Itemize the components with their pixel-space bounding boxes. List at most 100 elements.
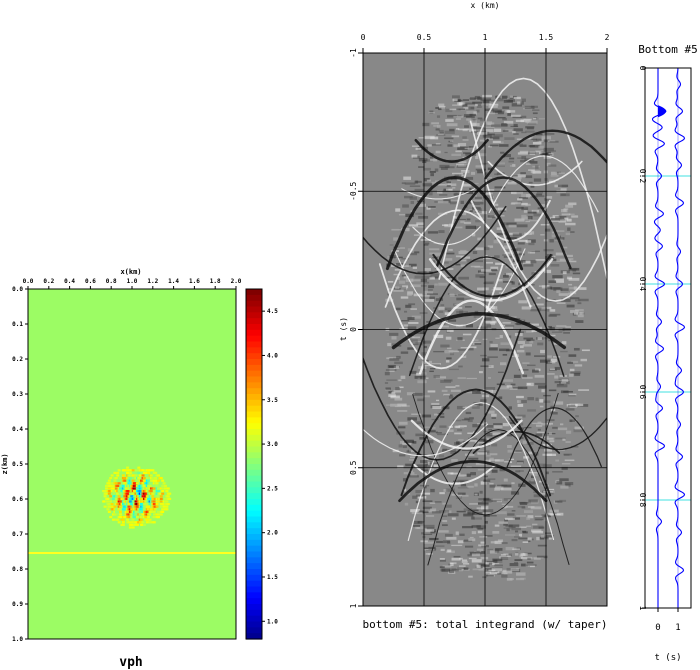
integrand-noise-patch	[520, 101, 524, 105]
integrand-noise-patch	[530, 231, 535, 235]
integrand-noise-patch	[429, 296, 435, 300]
integrand-noise-patch	[547, 373, 555, 375]
integrand-noise-patch	[477, 117, 483, 120]
integrand-noise-patch	[503, 99, 513, 103]
vph-colorbar-cell	[246, 335, 262, 343]
integrand-noise-patch	[479, 162, 488, 165]
integrand-noise-patch	[551, 231, 556, 234]
integrand-noise-patch	[404, 195, 413, 199]
integrand-noise-patch	[401, 258, 410, 260]
integrand-noise-patch	[527, 364, 536, 367]
integrand-noise-patch	[497, 117, 506, 119]
vph-anomaly-cell	[162, 482, 166, 485]
integrand-noise-patch	[521, 506, 526, 509]
integrand-noise-patch	[412, 336, 421, 339]
integrand-noise-patch	[470, 472, 476, 476]
integrand-noise-patch	[533, 525, 544, 529]
integrand-noise-patch	[476, 106, 482, 108]
integrand-noise-patch	[462, 99, 470, 101]
integrand-event	[363, 328, 522, 461]
integrand-noise-patch	[409, 370, 417, 374]
integrand-x-tick-label: 2	[605, 33, 610, 42]
integrand-noise-patch	[529, 219, 538, 222]
vph-anomaly-cell	[114, 482, 118, 485]
vph-colorbar-cell	[246, 504, 262, 512]
integrand-noise-patch	[405, 463, 414, 467]
vph-anomaly-cell	[147, 471, 151, 474]
vph-anomaly-cell	[123, 515, 127, 519]
integrand-x-tick-label: 0.5	[417, 33, 432, 42]
integrand-noise-patch	[547, 286, 553, 290]
integrand-noise-patch	[408, 263, 417, 267]
integrand-noise-patch	[449, 108, 459, 111]
integrand-noise-patch	[468, 146, 476, 150]
integrand-noise-patch	[511, 281, 515, 285]
integrand-noise-patch	[524, 552, 532, 555]
integrand-noise-patch	[414, 225, 425, 228]
integrand-noise-patch	[464, 114, 473, 118]
vph-anomaly-cell	[123, 476, 127, 480]
integrand-noise-patch	[464, 545, 474, 548]
integrand-noise-patch	[462, 103, 468, 107]
integrand-noise-patch	[457, 567, 466, 571]
integrand-noise-patch	[457, 429, 463, 432]
vph-y-tick-label: 0.9	[12, 601, 23, 608]
integrand-noise-patch	[398, 421, 408, 425]
vph-colorbar-cell	[246, 417, 262, 424]
integrand-noise-patch	[482, 125, 486, 128]
vph-anomaly-cell	[127, 505, 131, 508]
integrand-noise-patch	[522, 540, 529, 544]
integrand-noise-patch	[509, 95, 517, 99]
integrand-noise-patch	[510, 263, 517, 266]
integrand-noise-patch	[502, 322, 511, 324]
integrand-noise-patch	[407, 417, 418, 421]
integrand-noise-patch	[442, 502, 447, 505]
integrand-noise-patch	[506, 222, 517, 226]
integrand-noise-patch	[395, 247, 405, 249]
vph-anomaly-cell	[140, 518, 144, 521]
integrand-noise-patch	[500, 556, 509, 560]
integrand-noise-patch	[478, 498, 484, 501]
integrand-noise-patch	[460, 482, 467, 487]
integrand-noise-patch	[525, 240, 532, 243]
integrand-noise-patch	[494, 524, 500, 527]
bottom-trace-0	[651, 68, 667, 608]
integrand-noise-patch	[430, 273, 441, 277]
integrand-noise-patch	[460, 200, 464, 205]
integrand-noise-patch	[402, 445, 407, 449]
integrand-noise-patch	[449, 201, 458, 205]
integrand-noise-patch	[414, 251, 420, 254]
integrand-noise-patch	[527, 211, 537, 214]
integrand-noise-patch	[446, 357, 452, 360]
integrand-noise-patch	[521, 306, 532, 310]
integrand-noise-patch	[401, 274, 407, 277]
integrand-noise-patch	[554, 381, 561, 384]
integrand-event	[506, 407, 602, 468]
integrand-noise-patch	[471, 207, 481, 210]
integrand-noise-patch	[421, 275, 432, 279]
integrand-noise-patch	[484, 475, 488, 478]
integrand-noise-patch	[482, 100, 490, 104]
integrand-noise-patch	[467, 511, 475, 515]
integrand-noise-patch	[415, 212, 423, 215]
integrand-noise-patch	[531, 330, 537, 333]
integrand-noise-patch	[397, 465, 404, 469]
integrand-noise-patch	[563, 332, 570, 334]
integrand-noise-patch	[518, 369, 529, 371]
integrand-noise-patch	[530, 170, 540, 173]
integrand-noise-patch	[539, 204, 545, 207]
integrand-noise-patch	[556, 281, 565, 283]
integrand-noise-patch	[521, 202, 528, 206]
integrand-noise-patch	[447, 114, 457, 118]
integrand-noise-patch	[475, 219, 485, 223]
integrand-noise-patch	[579, 311, 584, 315]
integrand-noise-patch	[525, 126, 535, 129]
integrand-noise-patch	[434, 321, 446, 325]
vph-anomaly-cell	[106, 508, 110, 511]
integrand-noise-patch	[514, 559, 523, 562]
integrand-noise-patch	[422, 506, 432, 509]
integrand-noise-patch	[569, 419, 576, 423]
integrand-noise-patch	[427, 231, 439, 234]
vph-anomaly-cell	[159, 476, 163, 480]
integrand-noise-patch	[447, 347, 452, 350]
